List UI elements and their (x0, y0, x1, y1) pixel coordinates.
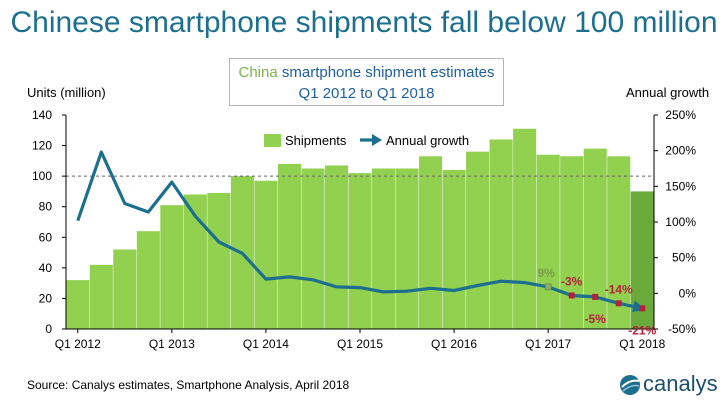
left-axis-title: Units (million) (27, 85, 106, 100)
legend-arrow-icon (372, 134, 382, 146)
page-title: Chinese smartphone shipments fall below … (10, 6, 718, 39)
shipment-bar (348, 173, 372, 329)
shipment-bar (489, 139, 513, 329)
shipment-bar (607, 156, 631, 329)
left-axis-tick-label: 40 (39, 261, 53, 275)
left-axis-tick-label: 120 (32, 139, 52, 153)
growth-point-label: 9% (537, 266, 555, 280)
legend-label-shipments: Shipments (285, 133, 347, 148)
subtitle-line-1: China smartphone shipment estimates (230, 62, 503, 83)
shipment-bar (513, 128, 537, 329)
globe-swoosh-2 (622, 384, 640, 392)
shipment-bar (207, 192, 231, 329)
logo-text: canalys (643, 371, 718, 396)
growth-point-label: -21% (628, 323, 656, 337)
subtitle-accent: China (238, 64, 278, 81)
legend-swatch-shipments (264, 134, 281, 147)
shipment-bar (630, 191, 654, 329)
right-axis-tick-label: 200% (665, 144, 696, 158)
bars-layer (66, 128, 654, 329)
shipment-bar (560, 156, 584, 329)
shipment-bar (254, 180, 278, 329)
left-axis-tick-label: 0 (45, 322, 52, 336)
right-axis-tick-label: -50% (668, 322, 696, 336)
x-axis-tick-label: Q1 2017 (525, 337, 571, 351)
growth-point-label: -14% (605, 282, 633, 296)
chart-subtitle-box: China smartphone shipment estimates Q1 2… (229, 58, 504, 106)
left-axis-tick-label: 80 (39, 200, 53, 214)
subtitle-line-2: Q1 2012 to Q1 2018 (298, 85, 435, 102)
shipment-bar (160, 205, 184, 329)
shipment-bar (113, 249, 137, 329)
x-axis-tick-label: Q1 2014 (243, 337, 289, 351)
shipment-bar (372, 168, 396, 329)
growth-marker (615, 300, 622, 307)
x-axis-tick-label: Q1 2012 (55, 337, 101, 351)
right-axis-tick-label: 0% (679, 286, 697, 300)
x-axis-tick-label: Q1 2018 (619, 337, 665, 351)
legend: Shipments Annual growth (264, 133, 469, 148)
x-axis-tick-label: Q1 2013 (149, 337, 195, 351)
shipment-bar (419, 156, 443, 329)
shipment-bar (136, 231, 160, 329)
x-axis-tick-label: Q1 2016 (431, 337, 477, 351)
right-axis-tick-label: 250% (665, 108, 696, 122)
canalys-logo (620, 375, 640, 395)
right-axis-tick-label: 100% (665, 215, 696, 229)
shipment-bar (324, 165, 349, 329)
shipment-bar (536, 154, 560, 329)
x-axis-tick-label: Q1 2015 (337, 337, 383, 351)
left-axis-tick-label: 20 (39, 291, 53, 305)
right-axis-tick-label: 50% (672, 251, 696, 265)
growth-marker (568, 292, 575, 299)
shipment-bar (89, 264, 113, 329)
shipment-bar (583, 148, 607, 329)
left-axis-tick-label: 100 (32, 169, 52, 183)
shipment-bar (395, 168, 419, 329)
legend-label-growth: Annual growth (386, 133, 469, 148)
growth-marker (639, 305, 646, 312)
point-labels-layer: 9% -3% -5% -14% -21% (537, 266, 656, 337)
left-axis-tick-label: 60 (39, 230, 53, 244)
right-axis-tick-label: 150% (665, 179, 696, 193)
growth-point-label: -3% (561, 274, 583, 288)
source-note: Source: Canalys estimates, Smartphone An… (27, 378, 350, 392)
shipment-bar (301, 168, 325, 329)
shipment-bar (466, 151, 490, 329)
right-axis-title: Annual growth (626, 85, 710, 100)
growth-point-label: -5% (585, 312, 607, 326)
shipment-bar (442, 170, 466, 329)
growth-marker (544, 283, 552, 291)
shipment-bar (183, 194, 207, 329)
growth-marker (592, 293, 599, 300)
globe-swoosh (621, 379, 640, 388)
shipment-bar (277, 163, 301, 329)
left-axis-tick-label: 140 (32, 108, 52, 122)
axes-layer: 0 20 40 60 80 100 120 140 -50% 0% 50% 100% 150% 200% 2… (32, 108, 696, 351)
shipment-bar (66, 280, 90, 329)
subtitle-rest: smartphone shipment estimates (277, 64, 495, 81)
